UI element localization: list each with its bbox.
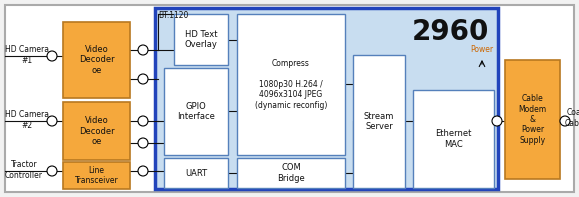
Ellipse shape [138,74,148,84]
Ellipse shape [47,166,57,176]
Ellipse shape [138,116,148,126]
Text: UART: UART [185,168,207,177]
Ellipse shape [47,51,57,61]
Text: Coax
Cable: Coax Cable [565,108,579,128]
Bar [164,68,228,155]
Text: HD Camera
#2: HD Camera #2 [5,110,49,130]
Bar [237,158,345,188]
Bar [155,8,498,189]
Text: Cable
Modem
&
Power
Supply: Cable Modem & Power Supply [518,94,547,145]
Text: HD Camera
#1: HD Camera #1 [5,45,49,65]
Bar [413,90,494,188]
Text: GPIO
Interface: GPIO Interface [177,102,215,121]
Text: Compress

1080p30 H.264 /
4096x3104 JPEG
(dynamic reconfig): Compress 1080p30 H.264 / 4096x3104 JPEG … [255,59,327,110]
Bar [505,60,560,179]
Text: 2960: 2960 [411,18,489,46]
Text: Video
Decoder
oe: Video Decoder oe [79,45,114,75]
Text: Tractor
Controller: Tractor Controller [5,160,43,180]
Bar [164,158,228,188]
Ellipse shape [47,116,57,126]
Bar [63,22,130,98]
Bar [237,14,345,155]
Ellipse shape [138,138,148,148]
Bar [63,102,130,160]
Bar [174,14,228,65]
Ellipse shape [138,166,148,176]
Bar [353,55,405,188]
Text: HD Text
Overlay: HD Text Overlay [185,30,218,49]
Text: Stream
Server: Stream Server [364,112,394,131]
Text: COM
Bridge: COM Bridge [277,163,305,183]
Text: Power: Power [470,46,493,55]
Ellipse shape [492,116,502,126]
Ellipse shape [560,116,570,126]
Text: BT.1120: BT.1120 [158,11,188,20]
Text: Line
Transceiver: Line Transceiver [75,166,118,185]
Bar [63,162,130,189]
Text: Ethernet
MAC: Ethernet MAC [435,129,472,149]
Text: Video
Decoder
oe: Video Decoder oe [79,116,114,146]
Ellipse shape [138,45,148,55]
